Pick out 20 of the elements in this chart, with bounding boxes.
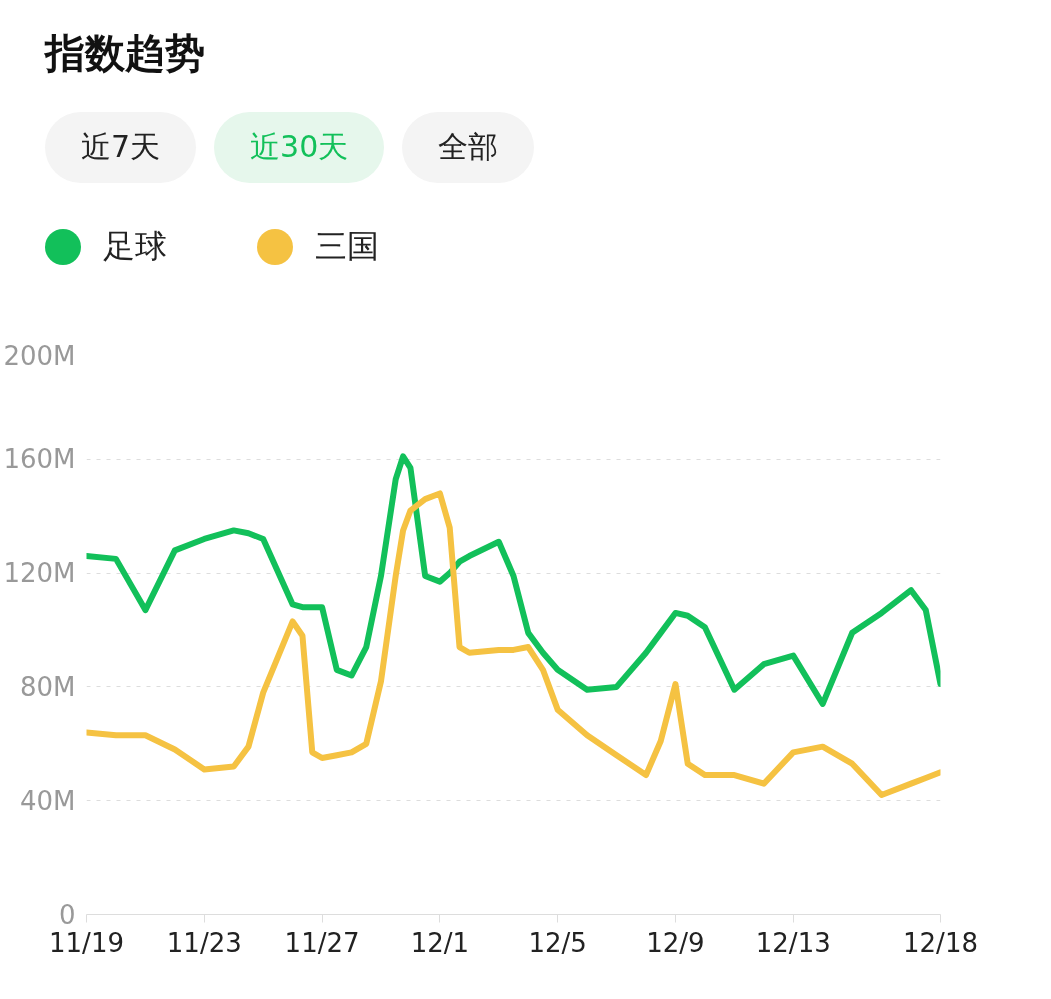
chart-title: 指数趋势	[45, 29, 206, 78]
text: 近7天	[45, 112, 197, 183]
y-tick-label: 200M	[3, 340, 76, 371]
x-tick-label: 12/18	[903, 927, 978, 958]
legend-label: 足球	[103, 227, 167, 266]
x-tick-label: 12/1	[410, 927, 470, 958]
y-tick-label: 80M	[19, 671, 76, 702]
text: 全部	[402, 112, 535, 183]
y-tick-label: 120M	[3, 558, 76, 589]
text: 近30天	[214, 112, 385, 183]
x-tick-label: 11/23	[166, 927, 242, 958]
x-tick-label: 12/5	[528, 927, 587, 958]
x-tick-label: 11/19	[49, 927, 124, 958]
x-tick-label: 12/13	[755, 927, 831, 958]
y-tick-label: 40M	[19, 785, 76, 816]
y-tick-label: 160M	[3, 444, 76, 475]
legend-label: 三国	[315, 227, 379, 266]
x-tick-label: 11/27	[284, 927, 360, 958]
x-tick-label: 12/9	[646, 927, 705, 958]
y-tick-label: 0	[58, 899, 76, 930]
